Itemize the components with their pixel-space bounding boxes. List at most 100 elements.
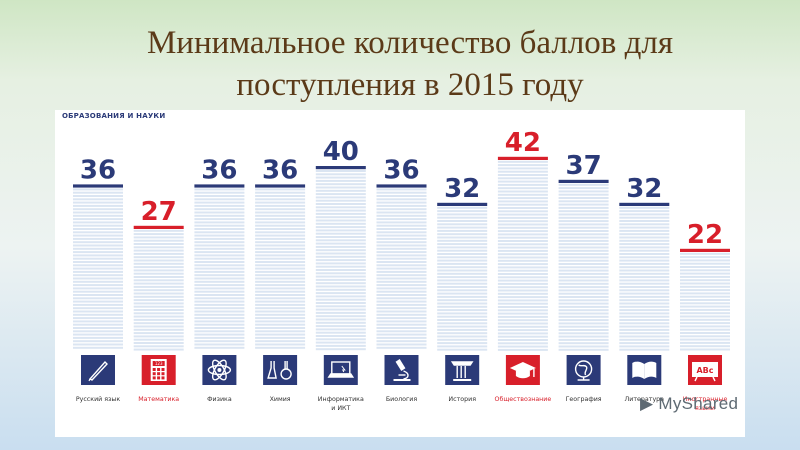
bar-stripe: [73, 290, 123, 293]
bar-stripe: [255, 195, 306, 197]
bar-stripe: [376, 241, 427, 244]
bar-stripe: [315, 236, 366, 238]
bar-stripe: [558, 206, 609, 209]
bar-stripe: [497, 299, 548, 302]
category-label: Биология: [386, 396, 418, 403]
bar-stripe: [680, 289, 730, 292]
bar-stripe: [619, 348, 670, 351]
graduation-cap-icon: [509, 362, 536, 379]
bar-stripe: [73, 211, 123, 214]
bar-stripe: [558, 213, 609, 216]
bar-stripe: [619, 289, 670, 292]
calculator-key: [152, 376, 156, 380]
flask-icon: [267, 361, 292, 380]
bar-stripe: [558, 203, 609, 206]
bar-stripe: [437, 305, 488, 308]
bar-stripe: [558, 276, 609, 279]
bar-stripe: [558, 269, 609, 272]
bar-stripe: [558, 256, 609, 259]
watermark-logo-icon: ▶: [640, 394, 659, 413]
bar-stripe: [437, 332, 488, 335]
bar-stripe: [558, 266, 609, 269]
bar-stripe: [133, 285, 184, 288]
bar-stripe: [558, 200, 609, 203]
bar-stripe: [680, 262, 730, 265]
bar-stripe: [558, 259, 609, 262]
bar: [315, 170, 366, 351]
bar-top-line: [73, 184, 123, 188]
bar-stripe: [497, 190, 548, 193]
bar-stripe: [255, 241, 306, 244]
category-label: Математика: [138, 396, 179, 403]
bar-stripe: [315, 183, 366, 186]
bar-stripe: [437, 246, 488, 249]
bar-stripe: [558, 236, 609, 239]
bar-stripe: [497, 216, 548, 219]
bar-stripe: [437, 335, 488, 338]
bar-stripe: [376, 294, 427, 296]
bar-stripe: [680, 338, 730, 341]
icon-part: [632, 361, 645, 379]
bar-stripe: [619, 229, 670, 232]
bar-stripe: [376, 204, 427, 207]
panel-header: ОБРАЗОВАНИЯ И НАУКИ: [62, 112, 166, 120]
bar-stripe: [558, 322, 609, 325]
bar-stripe: [133, 328, 184, 331]
bar-stripe: [497, 332, 548, 335]
bar-stripe: [73, 287, 123, 290]
bar-stripe: [437, 259, 488, 262]
bar-stripe: [133, 229, 184, 232]
bar-stripe: [73, 336, 123, 339]
bar-stripe: [194, 254, 245, 257]
bar-stripe: [619, 309, 670, 312]
bar-stripe: [376, 214, 427, 217]
bar-stripe: [376, 237, 427, 240]
bar-stripe: [315, 302, 366, 304]
icon-part: [152, 361, 165, 366]
bar-stripe: [255, 343, 306, 346]
bar-group: 37 География: [558, 151, 609, 403]
bar-stripe: [315, 275, 366, 278]
bar-stripe: [315, 249, 366, 252]
bar-stripe: [558, 193, 609, 196]
bar: [133, 229, 184, 351]
value-label: 32: [444, 174, 480, 204]
bar-stripe: [133, 289, 184, 292]
bar-top-line: [619, 202, 670, 206]
bar-stripe: [255, 307, 306, 310]
bar-stripe: [497, 339, 548, 341]
bar-stripe: [73, 191, 123, 194]
bar-stripe: [255, 290, 306, 293]
bar-stripe: [558, 230, 609, 232]
bar-stripe: [255, 320, 306, 323]
icon-part: [267, 361, 277, 379]
column-icon: [450, 361, 474, 381]
bar-top-line: [133, 225, 184, 229]
bar-stripe: [315, 341, 366, 344]
bar-stripe: [558, 309, 609, 312]
bar-stripe: [558, 197, 609, 199]
bar-stripe: [315, 173, 366, 176]
bar-stripe: [619, 315, 670, 318]
bar-stripe: [619, 292, 670, 295]
bar-stripe: [315, 335, 366, 337]
calculator-icon: 123: [150, 359, 167, 381]
bar-stripe: [558, 315, 609, 318]
bar-stripe: [558, 345, 609, 348]
bar-stripe: [315, 292, 366, 295]
bar-stripe: [194, 336, 245, 339]
bar-stripe: [194, 214, 245, 217]
bar-stripe: [194, 218, 245, 221]
bar-stripe: [255, 228, 306, 230]
bar-stripe: [315, 176, 366, 179]
bar-stripe: [619, 243, 670, 246]
bar-stripe: [680, 348, 730, 351]
bar-stripe: [73, 221, 123, 224]
bar-stripe: [73, 218, 123, 221]
category-label: Русский язык: [76, 395, 121, 403]
bar-stripe: [73, 224, 123, 227]
bar-stripe: [619, 272, 670, 275]
bar-stripe: [315, 338, 366, 341]
icon-part: [207, 364, 232, 376]
bar-stripe: [73, 198, 123, 201]
